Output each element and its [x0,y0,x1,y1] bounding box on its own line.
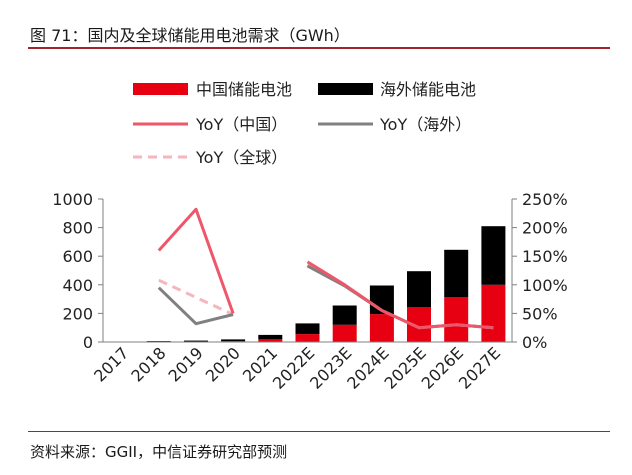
legend-overseas-bar-label: 海外储能电池 [380,80,476,99]
bar-overseas-2021 [258,334,283,340]
bar-china-2021 [258,339,283,342]
bar-china-2026E [444,297,469,342]
yoy-lines [157,207,494,330]
bar-overseas-2019 [184,340,208,342]
bar-china-2023E [332,324,357,342]
legend: 中国储能电池 海外储能电池 YoY（中国） YoY（海外） YoY（全球） [133,80,476,167]
x-tick-label: 2020 [202,343,244,385]
legend-china-bar-swatch [133,83,188,95]
bar-overseas-2023E [332,305,357,325]
bar-china-2024E [369,314,394,342]
y-left-tick-label: 800 [62,219,93,238]
y-right-tick-label: 0% [522,333,547,352]
y-right-tick-label: 100% [522,276,568,295]
bar-overseas-2022E [295,323,320,335]
y-left-tick-label: 400 [62,276,93,295]
x-tick-label: 2018 [127,343,169,385]
bar-overseas-2026E [444,249,469,297]
yoy-overseas-line [157,264,494,330]
legend-yoy-china-label: YoY（中国） [195,115,287,134]
source-note: 资料来源：GGII，中信证券研究部预测 [30,443,288,461]
bar-overseas-2025E [407,271,431,307]
bar-overseas-2027E [481,226,506,285]
x-tick-label: 2027E [455,343,504,392]
figure-title: 图 71：国内及全球储能用电池需求（GWh） [30,26,350,45]
bar-overseas-2018 [146,341,171,342]
legend-china-bar-label: 中国储能电池 [196,80,292,99]
y-right-tick-label: 250% [522,190,568,209]
y-right-tick-label: 150% [522,247,568,266]
y-left-tick-label: 200 [62,304,93,323]
x-tick-label: 2019 [165,343,207,385]
x-tick-label: 2017 [90,343,132,385]
y-left-tick-label: 600 [62,247,93,266]
y-left-tick-label: 1000 [52,190,93,209]
legend-overseas-bar-swatch [318,83,373,95]
legend-yoy-global-label: YoY（全球） [195,148,287,167]
title-rule [28,47,610,49]
y-right-tick-label: 200% [522,219,568,238]
bar-overseas-2020 [221,339,246,342]
bar-china-2022E [295,334,320,342]
source-rule [28,431,610,432]
y-right-tick-label: 50% [522,304,558,323]
legend-yoy-overseas-label: YoY（海外） [379,115,471,134]
bars [109,226,506,342]
bar-china-2027E [481,284,506,342]
y-left-tick-label: 0 [83,333,93,352]
yoy-china-line [157,207,494,330]
